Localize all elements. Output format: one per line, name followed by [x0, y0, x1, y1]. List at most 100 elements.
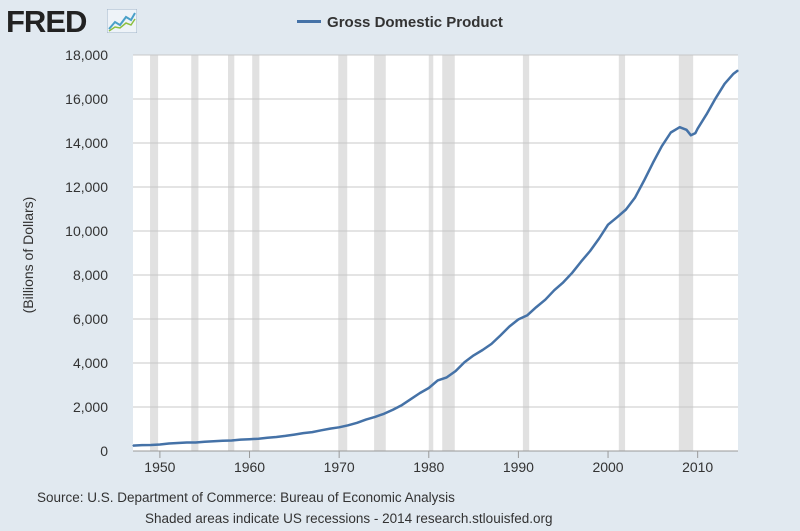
recession-band-9 — [618, 55, 626, 451]
recession-band-5 — [374, 55, 386, 451]
plot-area — [133, 55, 738, 451]
data-point — [320, 429, 322, 431]
data-point — [625, 208, 627, 211]
data-point — [222, 440, 224, 442]
data-point — [589, 250, 591, 252]
data-point — [544, 299, 546, 301]
series-layer — [132, 69, 739, 447]
y-tick-label: 8,000 — [73, 267, 108, 283]
data-point — [302, 432, 304, 434]
recession-band-6 — [428, 55, 434, 451]
data-point — [168, 442, 170, 445]
source-note: Source: U.S. Department of Commerce: Bur… — [37, 490, 455, 505]
x-tick-label: 1990 — [503, 459, 534, 475]
recession-band-2 — [228, 55, 235, 451]
data-point — [571, 272, 573, 274]
data-point — [490, 343, 493, 345]
x-tick-label: 1970 — [324, 459, 355, 475]
data-point — [275, 436, 278, 438]
data-point — [266, 437, 269, 439]
data-point — [284, 435, 286, 437]
data-point — [723, 83, 726, 85]
data-point — [535, 306, 537, 308]
data-point — [661, 145, 663, 147]
data-point — [428, 387, 430, 389]
data-point — [508, 325, 511, 328]
x-tick-label: 2010 — [682, 459, 713, 475]
y-tick-label: 10,000 — [65, 223, 108, 239]
data-point — [690, 134, 692, 136]
data-point — [634, 197, 636, 199]
data-point — [204, 441, 206, 443]
data-point — [670, 131, 672, 134]
y-tick-label: 12,000 — [65, 179, 108, 195]
data-point — [598, 237, 600, 240]
recession-shading — [150, 55, 694, 451]
y-tick-label: 14,000 — [65, 135, 108, 151]
x-axis: 1950 1960 1970 1980 1990 2000 2010 — [133, 450, 738, 475]
legend-swatch — [297, 19, 322, 23]
data-point — [464, 361, 466, 363]
fred-logo[interactable]: FRED — [6, 4, 87, 39]
y-tick-label: 2,000 — [73, 399, 108, 415]
x-tick-label: 2000 — [592, 459, 623, 475]
data-point — [706, 113, 708, 115]
data-point — [679, 126, 681, 128]
data-point — [177, 442, 179, 444]
data-point — [562, 281, 564, 283]
data-point — [392, 409, 394, 411]
data-point — [553, 289, 555, 291]
data-point — [580, 261, 582, 263]
data-point — [365, 419, 367, 421]
recession-note: Shaded areas indicate US recessions - 20… — [145, 511, 553, 526]
data-point — [195, 441, 197, 444]
data-point — [446, 376, 448, 379]
data-point — [526, 314, 528, 316]
data-point — [239, 439, 242, 441]
x-tick-label: 1980 — [413, 459, 444, 475]
recession-band-7 — [442, 55, 455, 451]
data-point — [499, 334, 502, 337]
data-point — [213, 440, 215, 442]
data-point — [481, 349, 484, 351]
data-point — [732, 73, 735, 75]
data-point — [383, 413, 385, 415]
data-point — [437, 379, 439, 381]
data-point — [159, 443, 161, 446]
legend-label: Gross Domestic Product — [327, 14, 503, 31]
recession-band-1 — [191, 55, 199, 451]
data-point — [356, 422, 358, 424]
data-point — [607, 224, 609, 226]
data-point — [714, 97, 717, 99]
recession-band-0 — [150, 55, 159, 451]
data-point — [293, 434, 295, 436]
data-point — [132, 445, 134, 447]
data-point — [643, 180, 645, 182]
data-point — [616, 216, 618, 218]
recession-band-10 — [678, 55, 694, 451]
data-point — [697, 127, 699, 130]
data-point — [347, 424, 349, 426]
y-tick-label: 6,000 — [73, 311, 108, 327]
data-point — [374, 416, 376, 418]
data-point — [141, 444, 143, 446]
data-point — [455, 370, 457, 372]
recession-band-8 — [522, 55, 530, 451]
data-point — [517, 318, 520, 321]
x-tick-label: 1950 — [144, 459, 175, 475]
data-point — [652, 162, 654, 164]
data-point — [685, 129, 688, 131]
data-point — [248, 438, 251, 440]
data-point — [410, 398, 412, 400]
data-point — [186, 441, 188, 444]
data-point — [230, 439, 233, 442]
data-point — [329, 427, 331, 430]
y-tick-label: 16,000 — [65, 91, 108, 107]
data-point — [419, 392, 421, 394]
data-point — [338, 426, 340, 428]
y-axis: 0 2,000 4,000 6,000 8,000 10,000 12,000 14,000 1… — [65, 47, 108, 459]
trend-graph-icon — [107, 9, 137, 33]
y-tick-label: 18,000 — [65, 47, 108, 63]
y-tick-label: 4,000 — [73, 355, 108, 371]
